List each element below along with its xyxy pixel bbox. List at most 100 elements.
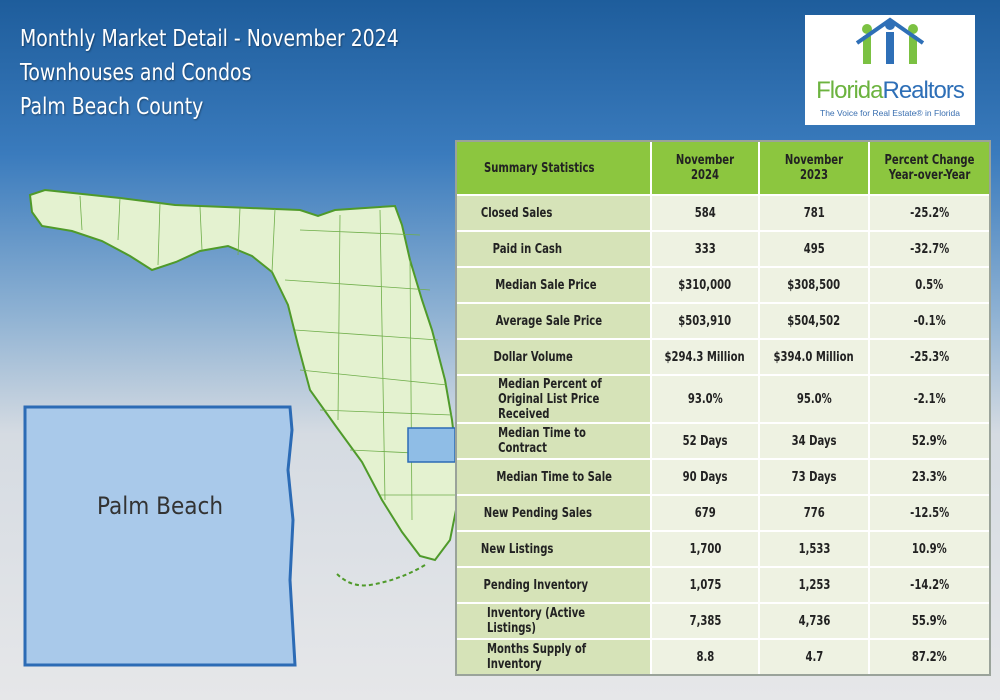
cell-text: Inventory (Active Listings) <box>486 606 586 636</box>
row-label: Pending Inventory <box>457 568 650 602</box>
row-label: Paid in Cash <box>457 232 650 266</box>
cell-text: 23.3% <box>912 469 947 485</box>
row-value: -25.2% <box>868 196 989 230</box>
logo-name-part: Realtors <box>882 77 964 104</box>
row-label: Median Sale Price <box>457 268 650 302</box>
row-value: $504,502 <box>758 304 868 338</box>
row-value: 93.0% <box>650 376 758 422</box>
row-value: $310,000 <box>650 268 758 302</box>
table-row: Average Sale Price $503,910 $504,502 -0.1% <box>457 302 989 338</box>
row-label: Months Supply of Inventory <box>457 640 650 674</box>
row-value: -32.7% <box>868 232 989 266</box>
cell-text: $503,910 <box>678 313 732 329</box>
row-value: $503,910 <box>650 304 758 338</box>
row-label: Median Percent of Original List Price Re… <box>457 376 650 422</box>
row-value: 1,700 <box>650 532 758 566</box>
row-value: -0.1% <box>868 304 989 338</box>
row-value: 87.2% <box>868 640 989 674</box>
column-header: Summary Statistics <box>457 142 650 194</box>
cell-text: 781 <box>803 205 825 221</box>
row-value: 8.8 <box>650 640 758 674</box>
row-value: -12.5% <box>868 496 989 530</box>
row-value: 495 <box>758 232 868 266</box>
cell-text: 7,385 <box>689 613 721 629</box>
row-value: 7,385 <box>650 604 758 638</box>
cell-text: Percent Change Year-over-Year <box>884 153 975 183</box>
row-value: 52 Days <box>650 424 758 458</box>
cell-text: Average Sale Price <box>495 313 603 329</box>
cell-text: 93.0% <box>687 391 723 407</box>
cell-text: November 2024 <box>675 153 735 183</box>
cell-text: -25.2% <box>909 205 950 221</box>
cell-text: 776 <box>803 505 825 521</box>
row-value: $294.3 Million <box>650 340 758 374</box>
row-value: -14.2% <box>868 568 989 602</box>
row-value: 52.9% <box>868 424 989 458</box>
cell-text: 1,253 <box>798 577 830 593</box>
cell-text: Median Sale Price <box>495 277 597 293</box>
header-line: Monthly Market Detail - November 2024 <box>20 26 399 52</box>
cell-text: 73 Days <box>791 469 837 485</box>
header-line: Townhouses and Condos <box>20 60 252 86</box>
palm-beach-zoom <box>23 405 297 667</box>
table-row: Pending Inventory 1,075 1,253 -14.2% <box>457 566 989 602</box>
row-label: New Pending Sales <box>457 496 650 530</box>
cell-text: Median Time to Sale <box>496 469 612 485</box>
keys <box>334 564 426 587</box>
map: Palm Beach <box>23 188 455 667</box>
cell-text: Closed Sales <box>480 205 553 221</box>
row-value: 1,075 <box>650 568 758 602</box>
row-label: Median Time to Sale <box>457 460 650 494</box>
cell-text: 10.9% <box>912 541 947 557</box>
cell-text: Paid in Cash <box>492 241 563 257</box>
cell-text: Median Time to Contract <box>498 426 586 456</box>
column-header: November 2024 <box>650 142 758 194</box>
header-row: Summary Statistics November 2024 November … <box>457 142 989 194</box>
palm-beach-marker <box>407 427 455 463</box>
row-value: 95.0% <box>758 376 868 422</box>
row-value: 333 <box>650 232 758 266</box>
cell-text: 0.5% <box>915 277 944 293</box>
row-value: 781 <box>758 196 868 230</box>
cell-text: 90 Days <box>682 469 728 485</box>
row-label: Dollar Volume <box>457 340 650 374</box>
logo-name-part: Florida <box>816 77 883 104</box>
row-label: Closed Sales <box>457 196 650 230</box>
cell-text: 4.7 <box>805 649 823 665</box>
row-value: 679 <box>650 496 758 530</box>
table-row: Median Time to Sale 90 Days 73 Days 23.3% <box>457 458 989 494</box>
row-label: Average Sale Price <box>457 304 650 338</box>
cell-text: New Listings <box>480 541 554 557</box>
header-line: Palm Beach County <box>20 94 204 120</box>
row-value: $308,500 <box>758 268 868 302</box>
cell-text: -2.1% <box>913 391 946 407</box>
column-header: Percent Change Year-over-Year <box>868 142 989 194</box>
table-row: New Pending Sales 679 776 -12.5% <box>457 494 989 530</box>
table-row: Inventory (Active Listings) 7,385 4,736 55.… <box>457 602 989 638</box>
cell-text: Months Supply of Inventory <box>486 642 587 672</box>
table-row: Closed Sales 584 781 -25.2% <box>457 194 989 230</box>
cell-text: 4,736 <box>798 613 830 629</box>
cell-text: November 2023 <box>784 153 844 183</box>
cell-text: 95.0% <box>796 391 832 407</box>
row-value: 4,736 <box>758 604 868 638</box>
row-value: 90 Days <box>650 460 758 494</box>
row-value: -25.3% <box>868 340 989 374</box>
cell-text: -12.5% <box>909 505 950 521</box>
cell-text: Summary Statistics <box>483 160 595 176</box>
cell-text: 55.9% <box>912 613 947 629</box>
table-row: Median Percent of Original List Price Re… <box>457 374 989 422</box>
row-value: 1,533 <box>758 532 868 566</box>
cell-text: $310,000 <box>678 277 732 293</box>
row-value: 776 <box>758 496 868 530</box>
row-value: 73 Days <box>758 460 868 494</box>
row-value: 584 <box>650 196 758 230</box>
florida-outline <box>28 188 455 562</box>
cell-text: 1,533 <box>798 541 830 557</box>
row-label: Inventory (Active Listings) <box>457 604 650 638</box>
cell-text: 87.2% <box>912 649 947 665</box>
county-lines <box>79 195 455 521</box>
cell-text: -0.1% <box>913 313 946 329</box>
cell-text: $308,500 <box>787 277 841 293</box>
